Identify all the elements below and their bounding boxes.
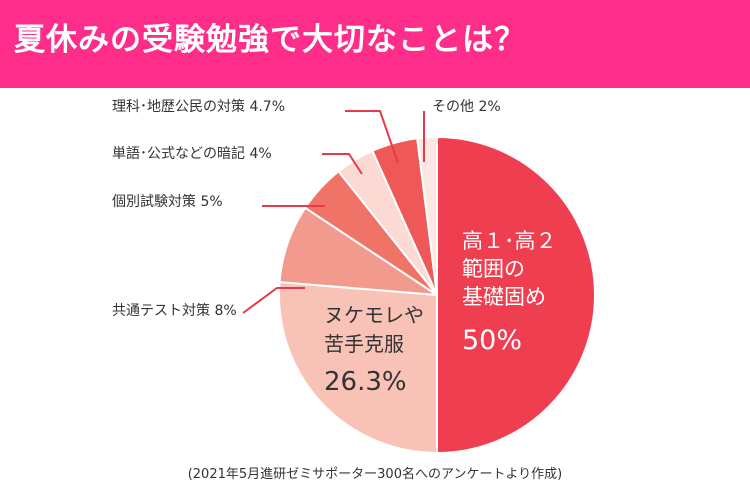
leader-line [242, 287, 305, 314]
leader-lines [242, 110, 425, 314]
pie-slice [278, 281, 438, 455]
slice-label: 共通テスト対策 8% [112, 302, 237, 319]
slice-label-line: ヌケモレや [324, 303, 424, 327]
pie-slice [436, 135, 596, 455]
slice-label-line: 基礎固め [462, 285, 546, 309]
slice-label: その他 2% [432, 99, 501, 115]
slice-label: 単語･公式などの暗記 4% [112, 145, 272, 162]
slice-value-label: 26.3% [324, 367, 407, 397]
slice-label: 個別試験対策 5% [112, 193, 223, 210]
pie-slice [416, 135, 438, 296]
page-title: 夏休みの受験勉強で大切なことは？ [14, 22, 526, 58]
slice-value-label: 50% [462, 325, 522, 356]
slice-label-line: 高１･高２ [462, 229, 557, 253]
slice-label: 理科･地歴公民の対策 4.7% [112, 98, 285, 115]
source-footnote: (2021年5月進研ゼミサポーター300名へのアンケートより作成) [187, 467, 563, 482]
pie-slices [278, 135, 596, 455]
leader-line [322, 153, 363, 175]
slice-label-line: 苦手克服 [324, 332, 404, 356]
leader-line [345, 110, 399, 164]
slice-label-line: 範囲の [462, 257, 525, 281]
title-banner: 夏休みの受験勉強で大切なことは？ [0, 0, 750, 88]
